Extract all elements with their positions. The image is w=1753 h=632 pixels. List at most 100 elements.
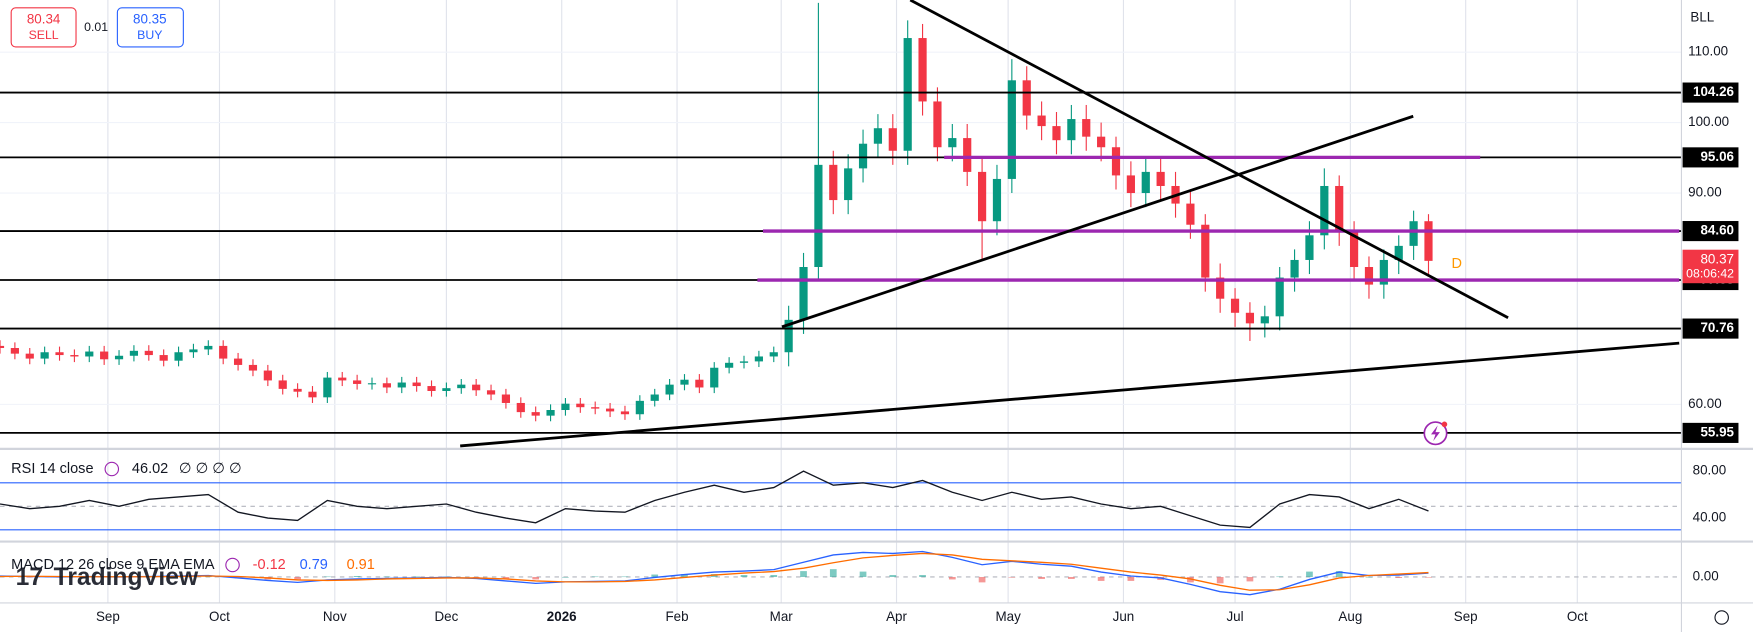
candle-body	[442, 388, 451, 391]
candle-body	[1409, 221, 1418, 246]
macd-line	[0, 552, 1429, 591]
level-label-bg	[1682, 221, 1739, 242]
candle-body	[561, 403, 570, 411]
candle-body	[204, 345, 213, 350]
candle-body	[114, 355, 124, 360]
candle-body	[1007, 80, 1016, 179]
candle-body	[1394, 245, 1403, 260]
histogram-bar	[324, 576, 331, 578]
settings-icon[interactable]	[1714, 610, 1729, 625]
histogram-bar	[532, 576, 540, 580]
y-tick-label: 100.00	[1688, 114, 1729, 129]
histogram-bar	[26, 576, 34, 578]
histogram-bar	[383, 576, 391, 578]
candle-body	[546, 410, 555, 416]
candle-body	[0, 345, 5, 349]
candle-body	[308, 391, 317, 398]
candle-body	[1364, 266, 1374, 285]
countdown: 08:06:42	[1686, 267, 1734, 281]
candle-body	[501, 394, 511, 403]
candle-body	[1037, 115, 1046, 127]
candle-body	[858, 143, 868, 169]
sell-price: 80.34	[27, 12, 61, 27]
candle-body	[1230, 298, 1240, 313]
histogram-bar	[978, 576, 986, 583]
sell-button[interactable]	[10, 7, 77, 48]
buy-button[interactable]	[116, 7, 184, 48]
histogram-bar	[829, 569, 837, 577]
histogram-bar	[353, 576, 361, 577]
histogram-bar	[651, 574, 659, 577]
grid	[0, 0, 1682, 603]
legend-inputs: ∅ ∅ ∅ ∅	[179, 461, 242, 477]
candle-body	[1022, 80, 1031, 116]
candle-body	[10, 348, 19, 354]
candle-body	[412, 382, 421, 387]
candle-body	[1067, 119, 1076, 141]
candle-body	[1260, 316, 1269, 324]
alert-icon-bolt	[1431, 425, 1440, 442]
rsi-line	[0, 470, 1429, 529]
y-tick-label: 40.00	[1693, 510, 1727, 525]
candle-body	[144, 350, 153, 356]
candle-body	[1082, 119, 1091, 137]
candle-body	[844, 168, 853, 201]
histogram-bar	[1097, 576, 1105, 581]
histogram-bar	[800, 571, 807, 577]
candle-body	[963, 138, 972, 172]
candle-body	[1156, 171, 1165, 186]
candle-body	[1379, 259, 1388, 285]
candle-body	[472, 384, 481, 391]
histogram-bar	[294, 576, 301, 580]
candle-body	[1052, 126, 1061, 141]
x-tick-label: Jun	[1113, 609, 1135, 624]
x-tick-label: Mar	[770, 609, 794, 624]
candle-body	[754, 356, 763, 362]
candle-body	[1290, 259, 1299, 278]
candle-body	[427, 386, 436, 391]
x-tick-label: Feb	[665, 609, 688, 624]
histogram-bar	[889, 575, 897, 577]
candle-body	[85, 351, 94, 357]
histogram-bar	[472, 576, 480, 578]
candle-body	[948, 138, 957, 148]
ui: 80.34 SELL 0.01 80.35 BUY BLL TradingVie…	[10, 7, 1739, 625]
level-label: 95.06	[1700, 149, 1734, 164]
candle-body	[323, 377, 332, 398]
histogram-bar	[204, 576, 212, 578]
x-tick-label: May	[995, 609, 1021, 624]
histogram-bar	[591, 576, 599, 578]
candle-body	[1305, 235, 1314, 260]
candle-body	[263, 370, 272, 381]
pane-settings[interactable]	[225, 557, 240, 573]
watermark-logo: 17	[16, 564, 43, 591]
candle-body	[219, 345, 228, 359]
candle-body	[1320, 185, 1329, 236]
candle-body	[1097, 136, 1106, 148]
symbol: BLL	[1690, 9, 1714, 24]
pane-title: RSI 14 close	[11, 461, 93, 477]
x-tick-label: Apr	[886, 609, 907, 624]
level-label: 104.26	[1693, 84, 1734, 99]
histogram-bar	[413, 576, 420, 578]
candle-body	[635, 400, 644, 415]
candle-body	[725, 362, 734, 368]
histogram-bar	[502, 576, 510, 579]
candle-body	[397, 382, 406, 388]
candle-body	[174, 352, 183, 361]
pane-title: MACD 12 26 close 9 EMA EMA	[11, 557, 215, 573]
candle-body	[278, 380, 287, 389]
y-tick-label: 60.00	[1688, 396, 1722, 411]
x-tick-label: Nov	[323, 609, 347, 624]
candle-body	[591, 407, 600, 409]
last-price-label: 80.37	[1700, 251, 1734, 266]
histogram-bar	[919, 575, 926, 577]
y-tick-label: 90.00	[1688, 185, 1722, 200]
candle-body	[1126, 175, 1135, 194]
pane-settings[interactable]	[104, 461, 120, 477]
candle-body	[620, 411, 630, 415]
candle-body	[695, 379, 704, 388]
candle-body	[159, 355, 168, 361]
candle-body	[680, 379, 689, 385]
